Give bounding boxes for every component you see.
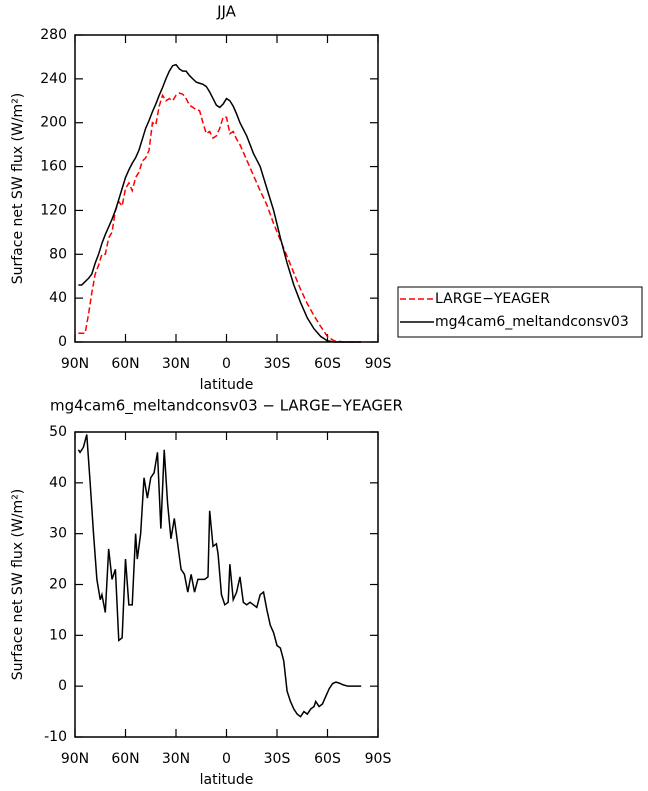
- y-tick-label: 240: [40, 71, 67, 87]
- x-tick-label: 30S: [264, 751, 291, 767]
- x-tick-label: 60N: [111, 751, 139, 767]
- y-tick-label: 80: [49, 246, 67, 262]
- y-tick-label: 200: [40, 115, 67, 131]
- y-tick-label: 20: [49, 577, 67, 593]
- x-tick-label: 90N: [61, 751, 89, 767]
- y-tick-label: 40: [49, 475, 67, 491]
- data-line: [77, 434, 362, 718]
- y-tick-label: 0: [58, 678, 67, 694]
- y-tick-label: 50: [49, 424, 67, 440]
- x-tick-label: 60S: [314, 356, 341, 372]
- y-tick-label: 120: [40, 202, 67, 218]
- y-tick-label: -10: [44, 729, 67, 745]
- legend-label: LARGE−YEAGER: [435, 291, 550, 307]
- y-axis-label: Surface net SW flux (W/m²): [10, 93, 26, 285]
- x-tick-label: 30S: [264, 356, 291, 372]
- legend-box: [397, 286, 643, 338]
- chart-title: JJA: [216, 3, 237, 21]
- plot-frame: [74, 34, 379, 343]
- x-tick-label: 60S: [314, 751, 341, 767]
- x-axis-label: latitude: [200, 772, 254, 788]
- y-axis-label: Surface net SW flux (W/m²): [10, 489, 26, 681]
- y-tick-label: 30: [49, 526, 67, 542]
- x-tick-label: 0: [222, 356, 231, 372]
- x-axis-label: latitude: [200, 377, 254, 393]
- legend-label: mg4cam6_meltandconsv03: [435, 314, 629, 330]
- y-tick-label: 10: [49, 627, 67, 643]
- chart-title: mg4cam6_meltandconsv03 − LARGE−YEAGER: [50, 397, 403, 416]
- x-tick-label: 90S: [365, 356, 392, 372]
- data-line: [78, 63, 362, 343]
- x-tick-label: 90N: [61, 356, 89, 372]
- y-tick-label: 280: [40, 27, 67, 43]
- x-tick-label: 90S: [365, 751, 392, 767]
- x-tick-label: 0: [222, 751, 231, 767]
- y-tick-label: 40: [49, 290, 67, 306]
- y-tick-label: 0: [58, 334, 67, 350]
- x-tick-label: 60N: [111, 356, 139, 372]
- data-line: [78, 92, 362, 343]
- x-tick-label: 30N: [162, 356, 190, 372]
- x-tick-label: 30N: [162, 751, 190, 767]
- plot-frame: [74, 431, 379, 738]
- y-tick-label: 160: [40, 159, 67, 175]
